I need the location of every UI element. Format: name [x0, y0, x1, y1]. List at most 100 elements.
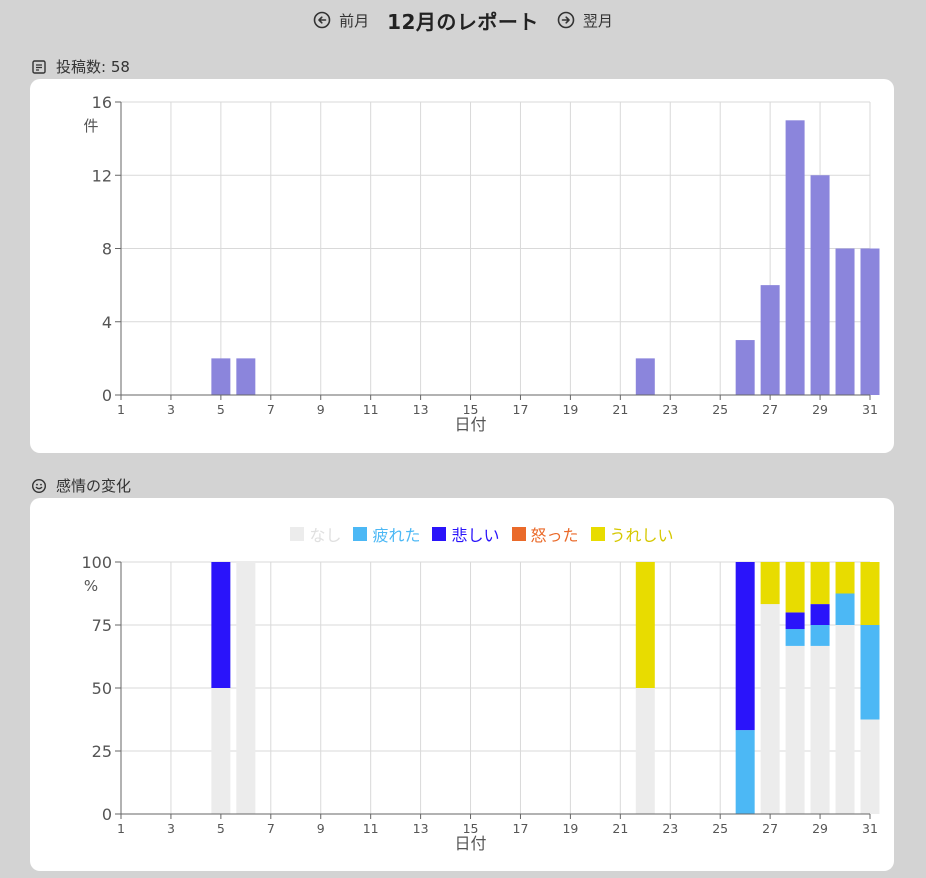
- legend-label: うれしい: [609, 526, 674, 545]
- x-tick-label: 29: [812, 821, 828, 836]
- y-axis-label: %: [84, 577, 98, 595]
- x-tick-label: 1: [117, 821, 125, 836]
- legend-item[interactable]: うれしい: [590, 522, 674, 546]
- bar-day-28-segment[interactable]: [785, 562, 805, 613]
- bar-day-30-segment[interactable]: [835, 562, 855, 594]
- legend-swatch: [432, 527, 447, 541]
- bar-day-30-segment[interactable]: [835, 593, 855, 626]
- bar-day-5[interactable]: [211, 358, 231, 395]
- bar-day-31-segment[interactable]: [860, 719, 880, 815]
- bar-day-22-segment[interactable]: [635, 688, 655, 814]
- bar-day-6-segment[interactable]: [236, 562, 256, 814]
- y-tick-label: 12: [92, 166, 112, 185]
- y-axis-label: 件: [83, 117, 98, 135]
- x-tick-label: 9: [317, 402, 325, 417]
- legend-label: 怒った: [530, 526, 579, 545]
- x-tick-label: 25: [712, 402, 728, 417]
- x-tick-label: 31: [862, 821, 878, 836]
- smiley-icon: [31, 478, 47, 494]
- bar-day-29-segment[interactable]: [810, 604, 830, 625]
- legend-item[interactable]: なし: [290, 522, 341, 546]
- posts-section-heading: 投稿数: 58: [31, 56, 130, 77]
- x-tick-label: 11: [363, 821, 379, 836]
- y-tick-label: 100: [81, 553, 112, 572]
- posts-count-label: 投稿数: 58: [56, 58, 130, 76]
- bar-day-28-segment[interactable]: [785, 612, 805, 630]
- x-tick-label: 19: [562, 402, 578, 417]
- bar-day-29-segment[interactable]: [810, 562, 830, 605]
- bar-day-31-segment[interactable]: [860, 562, 880, 625]
- legend-label: 悲しい: [451, 526, 500, 545]
- x-tick-label: 17: [513, 402, 529, 417]
- y-tick-label: 25: [92, 742, 112, 761]
- next-month-button[interactable]: 翌月: [557, 10, 613, 31]
- y-tick-label: 0: [102, 805, 112, 824]
- x-tick-label: 19: [562, 821, 578, 836]
- bar-day-5-segment[interactable]: [211, 688, 231, 814]
- next-month-label: 翌月: [582, 11, 613, 30]
- x-tick-label: 3: [167, 821, 175, 836]
- y-tick-label: 8: [102, 240, 112, 259]
- bar-day-27-segment[interactable]: [760, 604, 780, 814]
- bar-day-26-segment[interactable]: [735, 562, 755, 731]
- bar-day-28[interactable]: [785, 120, 805, 395]
- x-tick-label: 31: [862, 402, 878, 417]
- x-tick-label: 9: [317, 821, 325, 836]
- legend-item[interactable]: 疲れた: [353, 522, 420, 546]
- legend-swatch: [290, 527, 305, 541]
- bar-day-26-segment[interactable]: [735, 730, 755, 814]
- page-title: 12月のレポート: [387, 9, 539, 34]
- emotion-chart-card: なし 疲れた 悲しい 怒った うれしい 1 3 5 7 9 11 13 15 17 19 21 23 25 27 2…: [30, 498, 894, 871]
- bar-day-6[interactable]: [236, 358, 256, 395]
- bar-day-31[interactable]: [860, 248, 880, 396]
- x-tick-label: 3: [167, 402, 175, 417]
- bar-day-22[interactable]: [635, 358, 655, 395]
- prev-month-button[interactable]: 前月: [313, 10, 369, 31]
- bar-day-29-segment[interactable]: [810, 645, 830, 814]
- bar-day-29[interactable]: [810, 175, 830, 395]
- bar-day-27-segment[interactable]: [760, 562, 780, 605]
- legend-item[interactable]: 怒った: [511, 522, 579, 546]
- arrow-left-circle-icon: [313, 11, 331, 29]
- emotion-section-label: 感情の変化: [56, 477, 132, 495]
- prev-month-label: 前月: [339, 11, 370, 30]
- x-tick-label: 23: [662, 821, 678, 836]
- bar-day-26[interactable]: [735, 340, 755, 395]
- x-tick-label: 5: [217, 821, 225, 836]
- bar-day-27[interactable]: [760, 285, 780, 395]
- note-icon: [31, 59, 47, 75]
- bar-day-22-segment[interactable]: [635, 562, 655, 688]
- bar-day-30[interactable]: [835, 248, 855, 396]
- x-tick-label: 13: [413, 402, 429, 417]
- y-tick-label: 75: [92, 616, 112, 635]
- legend-label: なし: [309, 526, 342, 545]
- x-tick-label: 5: [217, 402, 225, 417]
- y-tick-label: 4: [102, 313, 112, 332]
- bar-day-28-segment[interactable]: [785, 629, 805, 646]
- x-tick-label: 29: [812, 402, 828, 417]
- x-axis-label: 日付: [454, 415, 486, 434]
- y-tick-label: 50: [92, 679, 112, 698]
- x-tick-label: 23: [662, 402, 678, 417]
- x-tick-label: 1: [117, 402, 125, 417]
- bar-day-5-segment[interactable]: [211, 562, 231, 688]
- legend-item[interactable]: 悲しい: [432, 522, 500, 546]
- x-tick-label: 13: [413, 821, 429, 836]
- legend-swatch: [511, 527, 526, 541]
- bar-day-29-segment[interactable]: [810, 625, 830, 646]
- x-tick-label: 25: [712, 821, 728, 836]
- x-tick-label: 21: [612, 821, 628, 836]
- legend-swatch: [590, 527, 605, 541]
- x-tick-label: 15: [463, 402, 479, 417]
- bar-day-28-segment[interactable]: [785, 645, 805, 814]
- x-tick-label: 27: [762, 402, 778, 417]
- x-tick-label: 27: [762, 821, 778, 836]
- bar-day-31-segment[interactable]: [860, 625, 880, 720]
- x-tick-label: 7: [267, 821, 275, 836]
- x-tick-label: 11: [363, 402, 379, 417]
- bar-day-30-segment[interactable]: [835, 625, 855, 814]
- y-tick-label: 16: [92, 93, 112, 112]
- posts-chart-card: 1 3 5 7 9 11 13 15 17 19 21 23 25 27 29 31 0 4 8 12 16 日付件: [30, 79, 894, 453]
